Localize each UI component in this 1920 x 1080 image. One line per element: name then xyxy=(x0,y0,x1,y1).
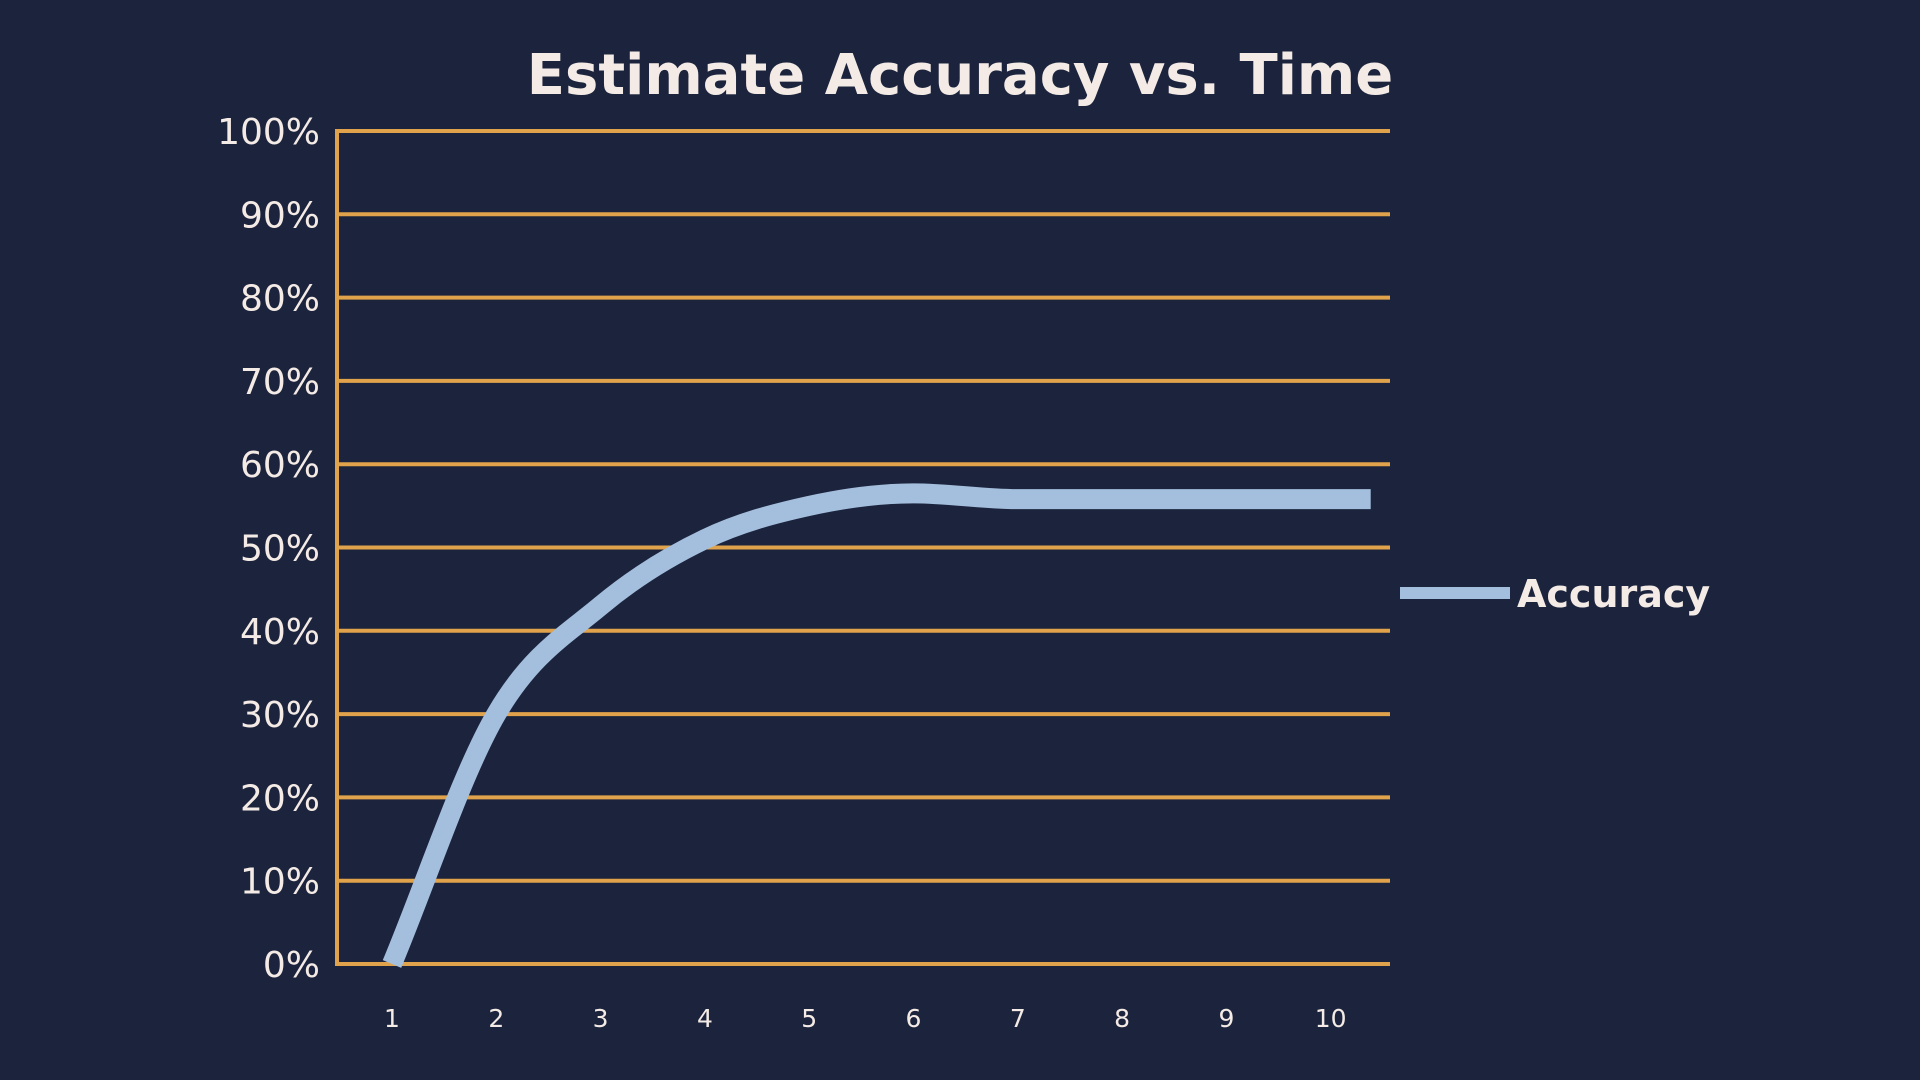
x-tick-label: 6 xyxy=(906,1004,922,1033)
legend-label-accuracy: Accuracy xyxy=(1517,572,1710,616)
x-tick-label: 4 xyxy=(697,1004,713,1033)
y-tick-label: 10% xyxy=(240,862,320,903)
x-tick-label: 2 xyxy=(488,1004,504,1033)
y-tick-label: 70% xyxy=(240,362,320,403)
series-line-accuracy xyxy=(382,483,1371,968)
x-tick-label: 10 xyxy=(1315,1004,1347,1033)
y-tick-label: 30% xyxy=(240,695,320,736)
y-tick-label: 0% xyxy=(263,945,320,986)
x-tick-label: 9 xyxy=(1218,1004,1234,1033)
y-tick-label: 90% xyxy=(240,195,320,236)
y-tick-label: 60% xyxy=(240,445,320,486)
y-tick-label: 20% xyxy=(240,778,320,819)
legend: Accuracy xyxy=(1400,572,1710,616)
x-tick-label: 7 xyxy=(1010,1004,1026,1033)
y-tick-label: 50% xyxy=(240,529,320,570)
x-tick-label: 5 xyxy=(801,1004,817,1033)
chart-title: Estimate Accuracy vs. Time xyxy=(527,43,1393,108)
gridlines xyxy=(335,129,1390,966)
x-tick-label: 8 xyxy=(1114,1004,1130,1033)
y-tick-label: 100% xyxy=(217,112,320,153)
y-axis: 0% 10% 20% 30% 40% 50% 60% 70% 80% 90% 100% xyxy=(217,112,320,986)
x-axis: 1 2 3 4 5 6 7 8 9 10 xyxy=(384,1004,1347,1033)
series-layer xyxy=(382,483,1371,968)
y-tick-label: 80% xyxy=(240,279,320,320)
x-tick-label: 1 xyxy=(384,1004,400,1033)
y-tick-label: 40% xyxy=(240,612,320,653)
x-tick-label: 3 xyxy=(593,1004,609,1033)
